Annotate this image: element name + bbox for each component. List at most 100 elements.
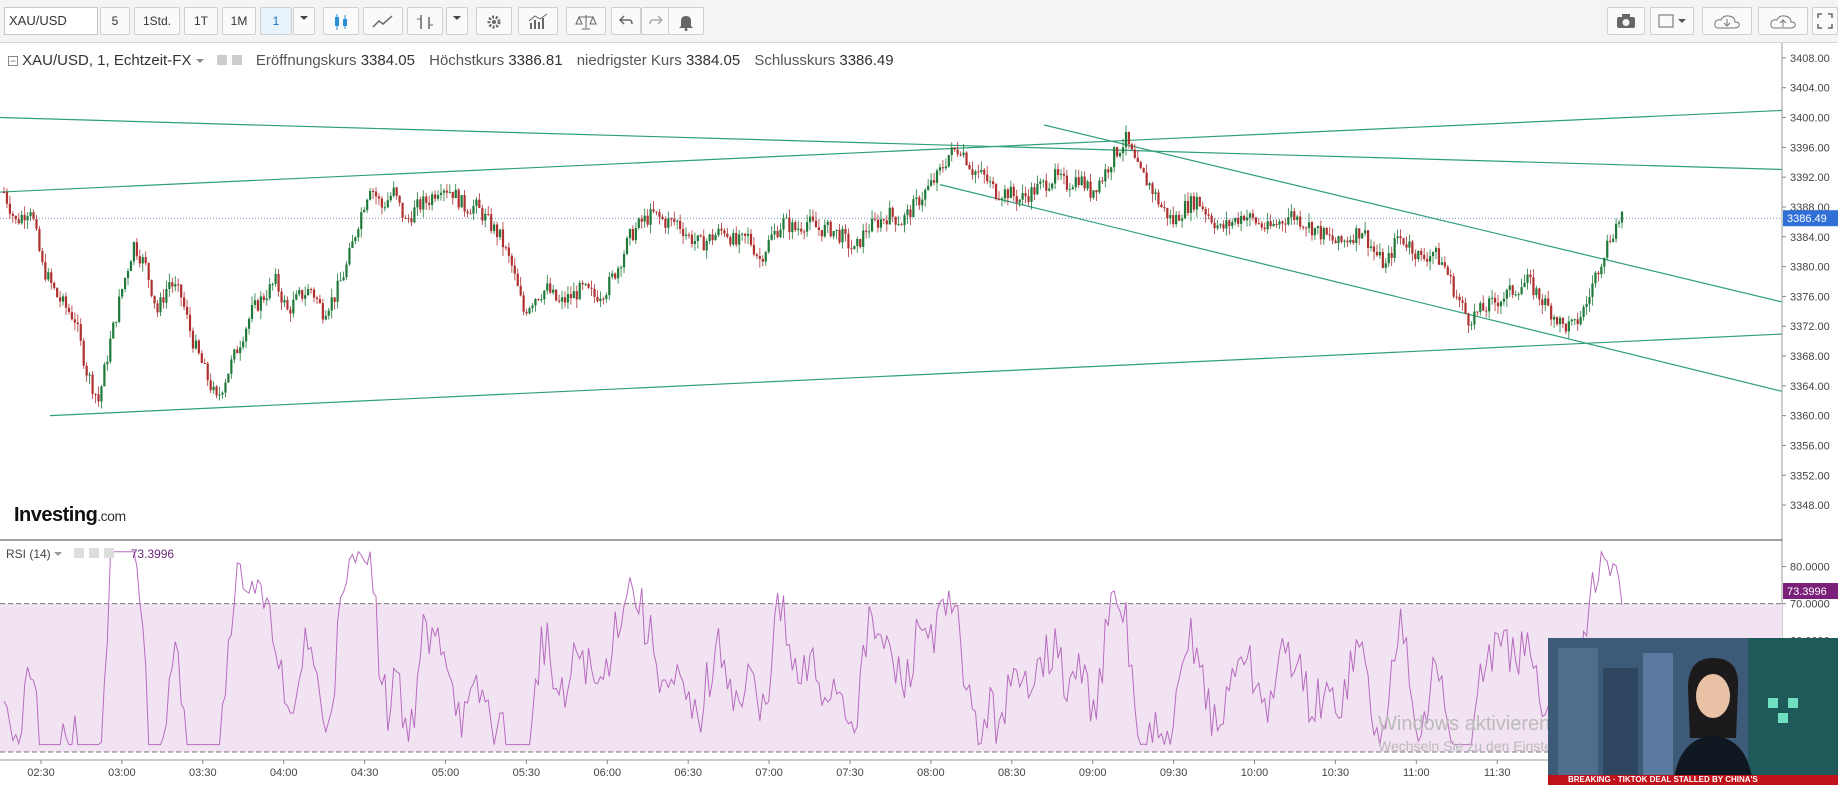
fullscreen-button[interactable]	[1812, 7, 1838, 35]
trendline	[49, 333, 1791, 417]
candle-body	[171, 282, 174, 287]
price-tick-label: 3384.00	[1790, 232, 1830, 244]
candle-body	[129, 261, 133, 272]
alert-button[interactable]	[668, 7, 704, 35]
candle-body	[977, 171, 980, 173]
candle-body	[156, 303, 159, 313]
interval-1-button[interactable]: 1	[260, 7, 292, 35]
candle-body	[1352, 239, 1355, 243]
interval-1m-button[interactable]: 1M	[222, 7, 256, 35]
candle-body	[487, 213, 490, 215]
candle-body	[560, 297, 564, 302]
candle-body	[50, 272, 53, 283]
legend-title[interactable]: XAU/USD, 1, Echtzeit-FX	[22, 52, 192, 69]
candle-body	[1381, 252, 1384, 268]
interval-dropdown[interactable]	[293, 7, 315, 35]
candle-body	[1068, 189, 1071, 191]
interval-5-button[interactable]: 5	[100, 7, 130, 35]
undo-icon	[618, 15, 633, 25]
chevron-down-icon[interactable]	[195, 57, 204, 65]
cloud-upload-button[interactable]	[1758, 7, 1808, 35]
trendlines[interactable]	[0, 109, 1791, 417]
candle-body	[1461, 300, 1464, 303]
ohlc-icon	[417, 15, 433, 29]
candle-body	[602, 298, 605, 300]
interval-1d-button[interactable]: 1T	[184, 7, 218, 35]
compare-button[interactable]	[566, 7, 606, 35]
undo-button[interactable]	[611, 7, 641, 35]
price-tick-label: 3368.00	[1790, 351, 1830, 363]
candle-body	[555, 289, 558, 301]
candle-body	[622, 254, 626, 268]
rsi-label[interactable]: RSI (14)	[6, 547, 51, 561]
candle-body	[1234, 218, 1237, 223]
candle-body	[1523, 282, 1526, 288]
candle-body	[684, 234, 688, 236]
candle-body	[1080, 176, 1083, 185]
candle-body	[428, 202, 431, 205]
candle-body	[1110, 167, 1113, 173]
candle-body	[994, 183, 998, 200]
candle-body	[1588, 297, 1591, 304]
candle-body	[755, 254, 759, 257]
candle-body	[693, 241, 696, 245]
candle-body	[206, 363, 209, 381]
candle-body	[1408, 241, 1411, 248]
legend-actions-icon[interactable]	[216, 54, 246, 66]
candle-body	[1015, 196, 1018, 203]
candles-button[interactable]	[323, 7, 359, 35]
candle-body	[1180, 218, 1184, 221]
candle-body	[1148, 183, 1151, 186]
candle-body	[493, 224, 496, 231]
candle-body	[711, 234, 714, 241]
candle-body	[1570, 319, 1573, 322]
candle-body	[85, 365, 88, 376]
cloud-download-button[interactable]	[1702, 7, 1752, 35]
candle-body	[516, 273, 519, 286]
candle-body	[209, 380, 212, 391]
candle-body	[1372, 246, 1376, 252]
candle-body	[242, 341, 245, 348]
settings-button[interactable]	[476, 7, 512, 35]
candle-body	[410, 218, 413, 223]
candle-body	[962, 152, 965, 156]
candle-body	[1154, 192, 1157, 194]
candle-body	[540, 299, 543, 301]
candle-body	[374, 191, 378, 197]
candle-body	[1364, 230, 1367, 234]
bar-type-button[interactable]	[407, 7, 443, 35]
indicators-button[interactable]	[518, 7, 558, 35]
collapse-icon[interactable]	[8, 56, 18, 66]
symbol-input[interactable]: XAU/USD	[4, 7, 98, 35]
candle-body	[100, 386, 103, 402]
chart-type-dropdown[interactable]	[446, 7, 468, 35]
candle-body	[679, 220, 682, 230]
price-chart[interactable]: 3408.003404.003400.003396.003392.003388.…	[0, 43, 1838, 785]
rsi-actions-icon[interactable]	[73, 547, 119, 559]
candle-body	[1092, 190, 1095, 198]
candle-body	[865, 230, 868, 232]
candle-body	[1393, 238, 1396, 258]
redo-button[interactable]	[641, 7, 671, 35]
candle-body	[661, 216, 664, 219]
candle-body	[637, 218, 640, 229]
news-video-overlay[interactable]: BREAKING · TIKTOK DEAL STALLED BY CHINA'…	[1548, 638, 1838, 785]
close-label: Schlusskurs	[754, 52, 836, 69]
candle-body	[702, 236, 705, 251]
layout-button[interactable]	[1650, 7, 1694, 35]
candle-body	[664, 218, 667, 228]
line-chart-button[interactable]	[363, 7, 403, 35]
candle-body	[1603, 257, 1606, 267]
candle-body	[817, 227, 821, 230]
candle-body	[1133, 149, 1136, 158]
chevron-down-icon[interactable]	[54, 550, 63, 558]
candle-body	[431, 194, 434, 205]
interval-1h-button[interactable]: 1Std.	[134, 7, 180, 35]
candle-body	[1151, 183, 1154, 194]
time-tick-label: 02:30	[27, 767, 55, 779]
candle-body	[58, 297, 62, 302]
candle-body	[1242, 215, 1246, 221]
candle-body	[841, 228, 844, 243]
screenshot-button[interactable]	[1607, 7, 1645, 35]
candle-body	[1470, 324, 1473, 326]
